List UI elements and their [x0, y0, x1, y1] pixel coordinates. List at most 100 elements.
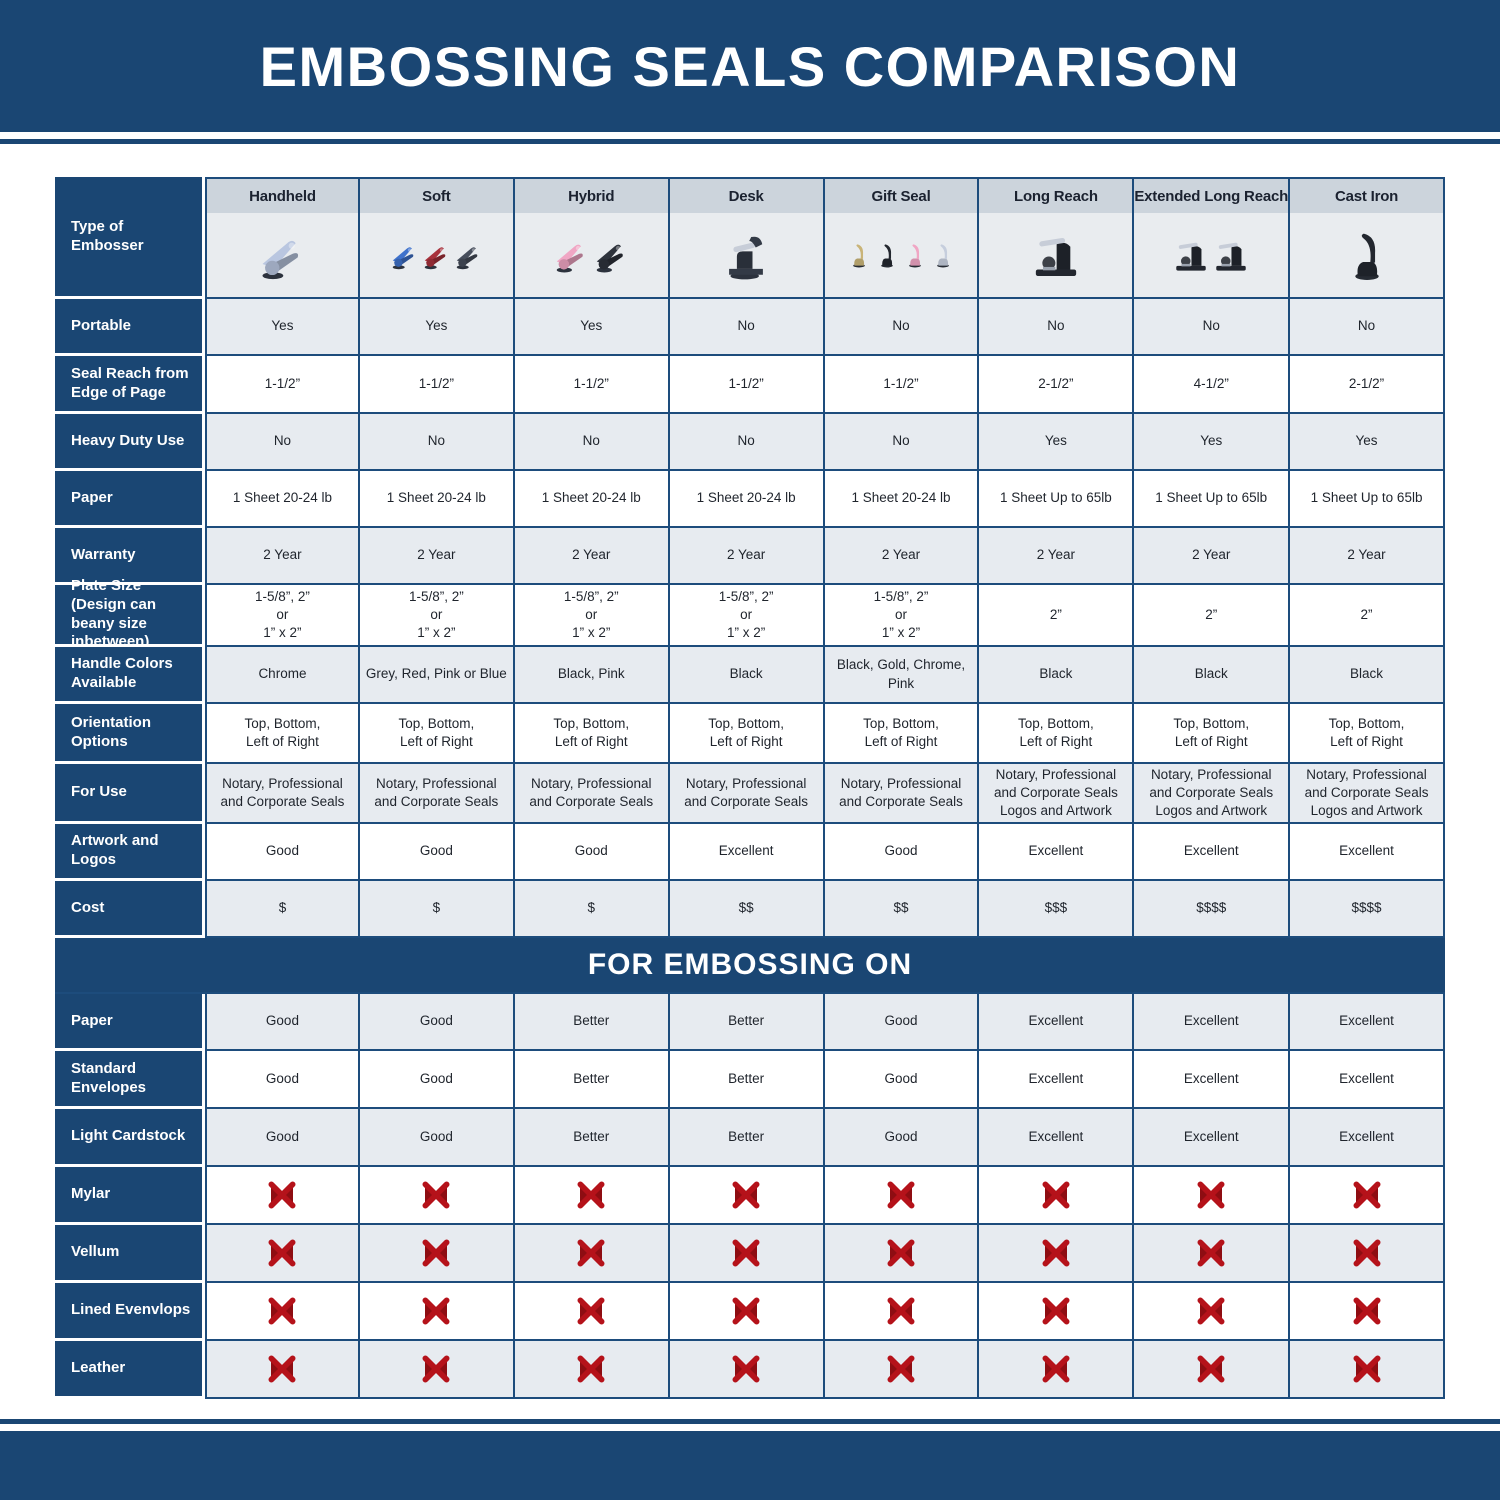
row-label: Seal Reach from Edge of Page	[55, 356, 205, 414]
table-cell: Good	[205, 824, 360, 881]
red-x-icon	[887, 1239, 915, 1267]
row-label: Mylar	[55, 1167, 205, 1225]
table-cell: 4-1/2”	[1134, 356, 1291, 414]
table-cell: 1-5/8”, 2” or 1” x 2”	[514, 585, 670, 647]
table-cell: Black, Pink	[514, 647, 670, 704]
table-cell	[514, 1341, 670, 1399]
table-cell: Black	[1134, 647, 1291, 704]
table-cell: 1-1/2”	[669, 356, 825, 414]
red-x-icon	[1042, 1181, 1070, 1209]
table-cell: 2”	[979, 585, 1135, 647]
row-label: Handle Colors Available	[55, 647, 205, 704]
table-cell: Excellent	[1290, 1109, 1445, 1167]
table-wrap: Type of Embosser Handheld Soft Hybrid	[55, 177, 1445, 1399]
red-x-icon	[1197, 1355, 1225, 1383]
table-cell: Good	[359, 824, 515, 881]
column-header-label: Handheld	[207, 179, 358, 213]
red-x-icon	[887, 1355, 915, 1383]
table-cell	[359, 1167, 515, 1225]
embosser-image-cell	[979, 213, 1133, 297]
red-x-icon	[577, 1355, 605, 1383]
red-x-icon	[1042, 1297, 1070, 1325]
red-x-icon	[577, 1297, 605, 1325]
table-cell	[1134, 1167, 1291, 1225]
embosser-image-cell	[1134, 213, 1289, 297]
table-cell	[514, 1225, 670, 1283]
table-cell: Better	[514, 1109, 670, 1167]
red-x-icon	[887, 1297, 915, 1325]
table-cell: Black	[979, 647, 1135, 704]
table-cell: Top, Bottom, Left of Right	[1290, 704, 1445, 764]
red-x-icon	[268, 1355, 296, 1383]
table-cell: Excellent	[669, 824, 825, 881]
table-cell: Good	[205, 1109, 360, 1167]
column-header-label: Desk	[669, 179, 823, 213]
table-cell: Good	[359, 994, 515, 1051]
table-cell: Yes	[205, 299, 360, 356]
table-cell	[824, 1225, 980, 1283]
table-cell: Excellent	[1290, 824, 1445, 881]
upright-embosser-icon	[853, 244, 865, 268]
red-x-icon	[422, 1181, 450, 1209]
table-cell	[359, 1341, 515, 1399]
table-cell: $	[359, 881, 515, 938]
red-x-icon	[1042, 1239, 1070, 1267]
table-cell	[514, 1167, 670, 1225]
row-label: Light Cardstock	[55, 1109, 205, 1167]
table-cell: 1 Sheet 20-24 lb	[359, 471, 515, 528]
table-cell: Good	[824, 824, 980, 881]
table-cell	[1290, 1167, 1445, 1225]
red-x-icon	[732, 1181, 760, 1209]
column-header-label: Gift Seal	[824, 179, 978, 213]
table-cell: Top, Bottom, Left of Right	[205, 704, 360, 764]
row-label: Orientation Options	[55, 704, 205, 764]
table-cell: Black, Gold, Chrome, Pink	[824, 647, 980, 704]
section-title-band: FOR EMBOSSING ON	[55, 938, 1445, 994]
column-header-extended-long-reach: Extended Long Reach	[1134, 177, 1291, 299]
comparison-table: Type of Embosser Handheld Soft Hybrid	[55, 177, 1445, 1399]
table-cell: Top, Bottom, Left of Right	[359, 704, 515, 764]
table-cell: 1 Sheet 20-24 lb	[514, 471, 670, 528]
red-x-icon	[1042, 1355, 1070, 1383]
table-cell: $$	[669, 881, 825, 938]
table-cell: $$$	[979, 881, 1135, 938]
table-cell: Excellent	[979, 994, 1135, 1051]
row-label: For Use	[55, 764, 205, 824]
table-cell	[824, 1167, 980, 1225]
table-cell: Top, Bottom, Left of Right	[1134, 704, 1291, 764]
bottom-divider-line	[0, 1419, 1500, 1424]
table-cell: Yes	[514, 299, 670, 356]
table-cell: 2 Year	[1134, 528, 1291, 585]
table-cell	[824, 1341, 980, 1399]
column-header-label: Cast Iron	[1290, 179, 1443, 213]
table-cell: Yes	[979, 414, 1135, 471]
row-label: Paper	[55, 994, 205, 1051]
red-x-icon	[268, 1239, 296, 1267]
table-cell: Top, Bottom, Left of Right	[669, 704, 825, 764]
table-cell: Yes	[1290, 414, 1445, 471]
table-cell: 2 Year	[205, 528, 360, 585]
table-cell: No	[824, 299, 980, 356]
row-label: Warranty	[55, 528, 205, 585]
table-cell: Better	[514, 1051, 670, 1109]
table-cell: Yes	[1134, 414, 1291, 471]
plier-embosser-icon	[556, 244, 583, 273]
table-cell: 2 Year	[669, 528, 825, 585]
table-cell: 1 Sheet 20-24 lb	[669, 471, 825, 528]
embosser-image-cell	[824, 213, 978, 297]
table-cell: 1-1/2”	[205, 356, 360, 414]
table-cell	[205, 1167, 360, 1225]
table-cell: Excellent	[1134, 994, 1291, 1051]
table-cell: Notary, Professional and Corporate Seals	[205, 764, 360, 824]
table-cell: No	[1290, 299, 1445, 356]
table-cell: No	[205, 414, 360, 471]
table-cell: Yes	[359, 299, 515, 356]
table-cell: Good	[205, 994, 360, 1051]
table-cell: 2 Year	[979, 528, 1135, 585]
table-cell: Excellent	[1134, 1109, 1291, 1167]
table-cell: 2”	[1134, 585, 1291, 647]
table-cell	[205, 1341, 360, 1399]
table-cell	[1134, 1225, 1291, 1283]
page-title: EMBOSSING SEALS COMPARISON	[259, 34, 1241, 98]
